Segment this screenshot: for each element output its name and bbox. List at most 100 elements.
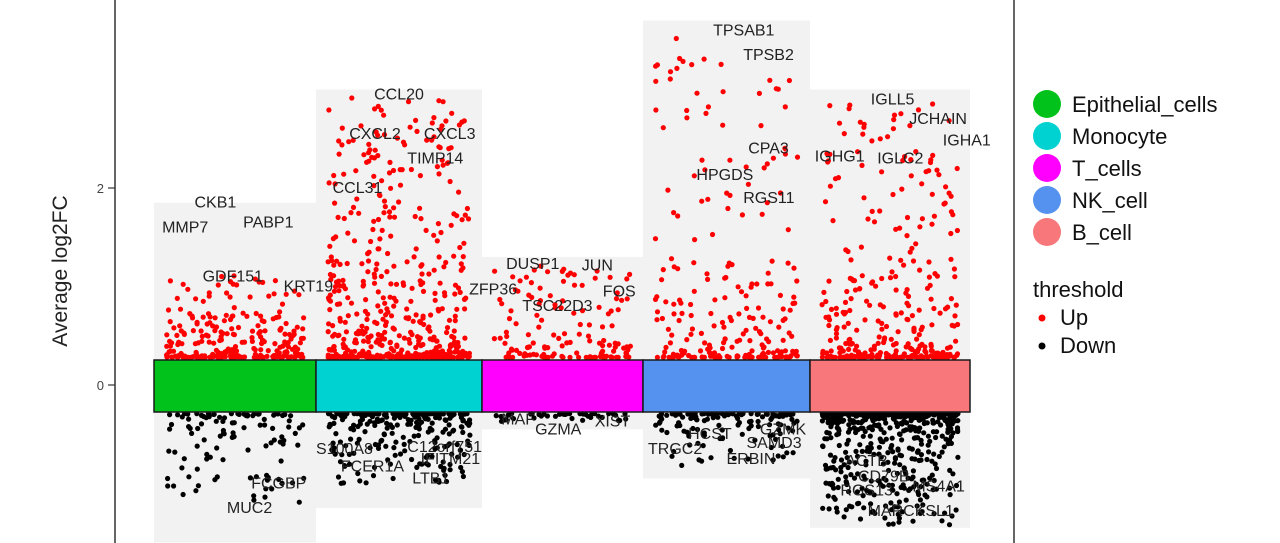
point-up [684,337,690,343]
point-down [826,430,832,436]
point-down [783,412,789,418]
point-down [880,461,887,467]
point-down [389,430,395,436]
point-up [399,167,405,173]
point-down [690,425,696,432]
point-down [411,433,417,439]
point-up [381,198,388,204]
point-up [783,354,789,360]
point-up [359,353,365,359]
point-up [340,283,346,289]
point-up [167,319,173,325]
point-up [255,323,261,329]
gene-label: GZMK [760,421,807,438]
point-up [291,288,298,294]
point-up [383,312,389,318]
point-up [908,173,914,179]
point-up [285,340,291,346]
point-up [375,132,381,138]
point-down [921,430,927,436]
point-up [348,210,354,216]
point-down [493,413,499,419]
point-down [883,436,889,442]
point-up [729,344,735,350]
point-down [465,438,471,444]
point-down [407,438,413,445]
point-down [770,457,776,463]
point-up [870,279,876,285]
point-down [434,435,440,441]
point-up [691,260,697,266]
point-up [380,295,386,301]
point-up [931,305,937,312]
point-up [459,354,465,360]
point-up [574,350,580,356]
point-up [857,286,863,292]
point-up [371,280,378,286]
point-up [571,282,578,288]
point-down [868,441,874,447]
point-up [653,107,659,113]
point-down [498,418,505,424]
point-down [896,499,903,505]
point-up [911,325,917,331]
point-up [459,217,465,223]
point-down [171,483,177,489]
gene-label: CCL20 [374,86,424,103]
point-up [164,354,170,360]
point-down [933,486,940,492]
point-up [667,340,674,346]
point-down [362,429,368,435]
point-up [325,354,331,360]
point-up [506,350,512,356]
point-up [432,354,438,360]
point-up [410,318,416,324]
point-up [860,131,866,137]
point-up [760,345,767,351]
point-up [462,335,468,341]
point-down [838,457,845,463]
gene-label: TSC22D3 [522,298,592,315]
point-up [608,354,615,360]
point-up [210,351,216,357]
point-up [343,329,349,335]
point-up [559,343,565,349]
point-up [499,301,505,307]
point-down [735,415,741,421]
point-up [791,265,797,271]
point-up [384,269,390,275]
point-down [759,414,766,420]
point-down [785,425,791,431]
point-up [301,315,307,321]
gene-label: MUC2 [227,500,272,517]
gene-label: ZFP36 [469,281,517,298]
point-up [288,354,294,360]
point-down [841,462,847,468]
threshold-swatch [1038,314,1046,322]
point-up [767,319,774,325]
point-down [919,509,925,515]
point-up [824,350,830,356]
point-up [368,344,374,350]
point-up [819,302,825,308]
point-up [909,313,916,319]
point-up [396,333,402,339]
point-down [429,427,435,433]
point-up [915,107,922,113]
point-up [954,227,961,234]
point-up [904,214,911,221]
point-down [357,478,363,484]
gene-label: FCER1A [341,459,404,476]
point-up [893,312,899,318]
point-up [585,333,592,339]
point-up [756,90,763,96]
point-up [405,350,411,356]
point-down [467,432,473,438]
point-down [460,429,466,435]
point-up [833,311,840,317]
point-down [366,411,372,417]
point-up [840,309,846,315]
point-up [879,169,885,175]
point-down [458,464,464,471]
point-down [301,475,307,481]
